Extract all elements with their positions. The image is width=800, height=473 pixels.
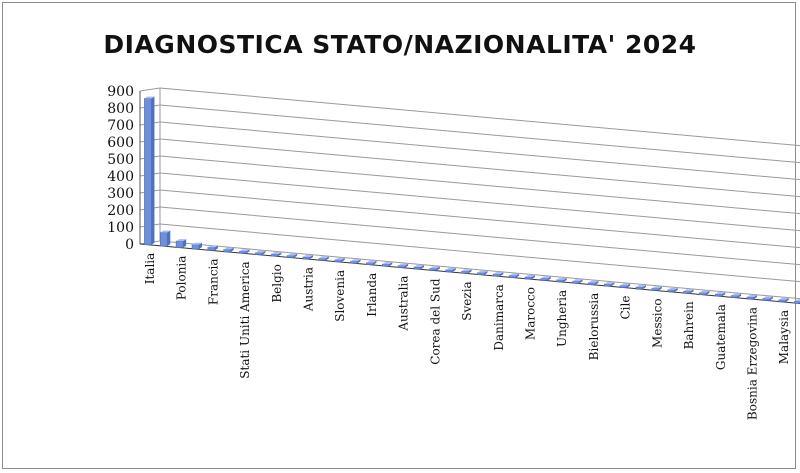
category-label: Austria — [302, 267, 316, 312]
y-tick-label: 400 — [107, 169, 134, 185]
bar — [445, 267, 456, 273]
gridline — [159, 189, 800, 249]
y-tick-label: 900 — [107, 84, 134, 100]
category-label: Francia — [206, 258, 220, 305]
bar — [461, 269, 472, 274]
bar — [635, 285, 646, 290]
category-label: Marocco — [524, 287, 538, 340]
bar — [144, 96, 155, 246]
bar — [730, 293, 742, 298]
bar — [366, 260, 377, 266]
y-tick-label: 800 — [107, 101, 134, 117]
bar — [334, 257, 345, 263]
bar — [714, 292, 726, 297]
category-label: Polonia — [175, 256, 189, 301]
y-tick-label: 300 — [107, 186, 134, 202]
category-label: Bahrein — [682, 301, 696, 349]
bar — [572, 279, 583, 284]
bar — [746, 295, 757, 300]
gridline — [159, 87, 800, 147]
bar — [175, 239, 187, 248]
category-label: Italia — [143, 253, 157, 285]
bar — [381, 262, 393, 267]
gridline — [159, 104, 800, 164]
bar — [302, 255, 313, 260]
bar — [699, 290, 710, 296]
gridline — [159, 206, 800, 266]
y-tick-label: 600 — [107, 135, 134, 151]
bar — [318, 256, 329, 261]
y-tick-label: 700 — [107, 118, 134, 134]
category-label: Bosnia Erzegovina — [746, 307, 760, 420]
x-axis — [139, 243, 800, 304]
bar — [667, 287, 678, 293]
y-tick-label: 100 — [107, 220, 134, 236]
gridline — [159, 240, 800, 300]
bar — [588, 280, 599, 286]
gridline — [159, 121, 800, 181]
bar — [255, 250, 266, 256]
bar — [556, 277, 567, 283]
category-label: Bielorussia — [587, 293, 601, 361]
bar — [762, 296, 773, 301]
y-tick-label: 200 — [107, 203, 134, 219]
category-label: Malaysia — [777, 310, 791, 364]
bar — [397, 263, 409, 268]
gridline — [159, 138, 800, 198]
bar — [524, 275, 535, 280]
y-tick-label: 500 — [107, 152, 134, 168]
category-label: Stati Uniti America — [238, 261, 252, 378]
bar — [191, 242, 202, 250]
bar — [794, 299, 800, 304]
bar — [508, 273, 520, 278]
category-label: Guatemala — [714, 304, 728, 370]
category-label: Belgio — [270, 264, 284, 303]
gridline — [159, 155, 800, 215]
bar — [223, 247, 234, 253]
bar — [413, 265, 424, 270]
bar — [286, 253, 298, 258]
gridline-connector — [139, 87, 161, 92]
bar — [159, 230, 171, 247]
bar — [429, 266, 440, 271]
category-label: Messico — [650, 298, 664, 348]
bar — [207, 245, 218, 251]
category-label: Corea del Sud — [428, 278, 442, 365]
bar — [270, 252, 282, 257]
category-label: Svezia — [460, 281, 474, 320]
bar — [350, 259, 361, 264]
bar — [540, 276, 551, 281]
bar — [683, 289, 694, 294]
bar — [239, 249, 250, 254]
bar — [477, 270, 488, 276]
category-label: Australia — [397, 276, 411, 332]
y-tick-label: 0 — [125, 237, 134, 253]
category-label: Danimarca — [492, 284, 506, 351]
category-label: Slovenia — [333, 270, 347, 322]
bar — [619, 283, 631, 288]
chart-title: DIAGNOSTICA STATO/NAZIONALITA' 2024 — [103, 30, 697, 59]
bar — [492, 272, 504, 277]
bar — [651, 286, 662, 291]
gridline — [159, 172, 800, 232]
gridline — [159, 223, 800, 283]
category-label: Cile — [619, 296, 633, 320]
category-label: Ungheria — [555, 290, 569, 347]
bar — [778, 297, 789, 303]
category-label: Irlanda — [365, 273, 379, 317]
bar — [603, 282, 615, 287]
